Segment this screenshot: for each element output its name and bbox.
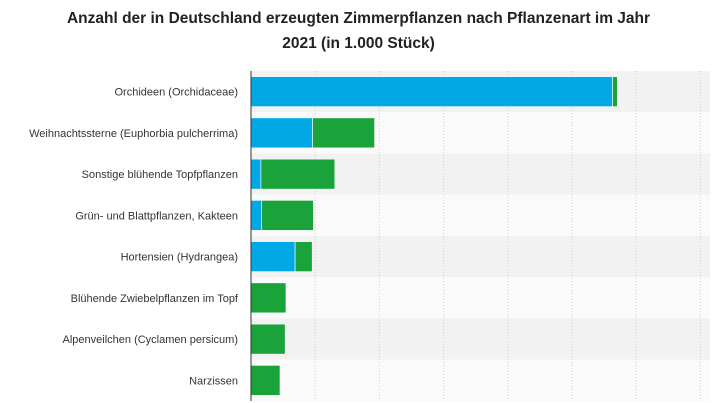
- bar-2: [250, 323, 286, 355]
- category-label: Weihnachtssterne (Euphorbia pulcherrima): [29, 128, 238, 140]
- chart-title-line-2: 2021 (in 1.000 Stück): [282, 35, 435, 52]
- bar-2: [250, 365, 281, 396]
- chart-title: Anzahl der in Deutschland erzeugten Zimm…: [0, 6, 717, 56]
- bar-2: [250, 282, 287, 314]
- row-band: [251, 194, 710, 236]
- category-label: Narzissen: [189, 375, 238, 387]
- row-band: [251, 236, 710, 278]
- chart-title-line-1: Anzahl der in Deutschland erzeugten Zimm…: [66, 10, 651, 27]
- category-label: Orchideen (Orchidaceae): [114, 87, 238, 99]
- category-label: Sonstige blühende Topfpflanzen: [82, 169, 238, 181]
- category-label: Blühende Zwiebelpflanzen im Topf: [71, 293, 239, 305]
- bar-2: [261, 200, 314, 231]
- bar-1: [250, 158, 262, 190]
- bar-1: [250, 76, 613, 107]
- bar-1: [250, 117, 313, 149]
- bar-2: [294, 241, 313, 272]
- bar-2: [312, 117, 375, 149]
- row-band: [251, 318, 710, 360]
- bar-1: [250, 241, 296, 272]
- bar-2: [612, 76, 618, 107]
- row-band: [251, 359, 710, 401]
- category-label: Alpenveilchen (Cyclamen persicum): [63, 334, 238, 346]
- category-label: Hortensien (Hydrangea): [121, 252, 238, 264]
- bar-1: [250, 200, 263, 231]
- row-band: [251, 277, 710, 319]
- category-label: Grün- und Blattpflanzen, Kakteen: [75, 210, 238, 222]
- bar-2: [260, 158, 336, 190]
